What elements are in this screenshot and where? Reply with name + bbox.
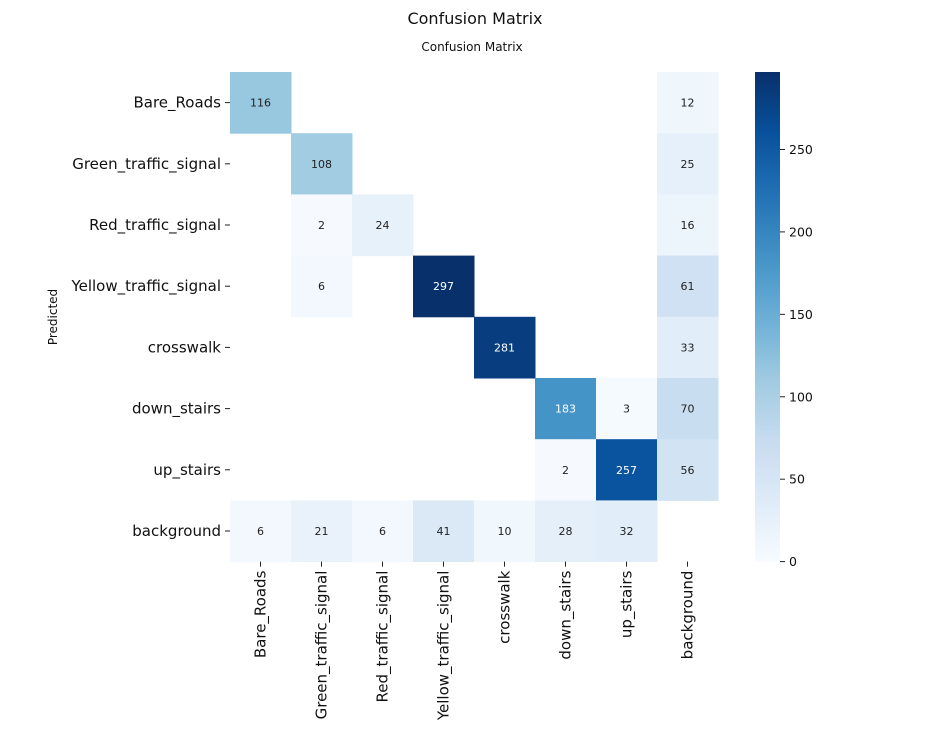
cell-value-label: 70 [681,403,695,416]
cell-value-label: 12 [681,97,695,110]
heatmap-cell-bare-roads-bare-roads [230,72,292,134]
heatmap-cell-yellow-traffic-signal-yellow-traffic-signal [413,255,475,318]
heatmap-cell-background-up-stairs [596,500,658,563]
heatmap-cell-red-traffic-signal-red-traffic-signal [352,194,414,257]
colorbar-tick-label: 0 [789,554,797,569]
heatmap-cell-yellow-traffic-signal-background [657,255,719,318]
x-tick-label-yellow-traffic-signal: Yellow_traffic_signal [435,571,454,722]
heatmap-cell-red-traffic-signal-background [657,194,719,257]
cell-value-label: 32 [620,525,634,538]
heatmap-cells: 116 12 108 25 2 24 16 6 297 61 281 33 183 3 70 2 257 56 6 2… [230,72,719,563]
heatmap-cell-down-stairs-background [657,378,719,440]
cell-value-label: 16 [681,219,695,232]
heatmap-cell-green-traffic-signal-green-traffic-signal [291,133,353,195]
cell-value-label: 24 [376,219,390,232]
cell-value-label: 281 [494,341,515,354]
cell-value-label: 3 [623,403,630,416]
cell-value-label: 6 [379,525,386,538]
heatmap-cell-background-red-traffic-signal [352,500,414,563]
cell-value-label: 61 [681,280,695,293]
heatmap-cell-green-traffic-signal-background [657,133,719,195]
x-tick-label-green-traffic-signal: Green_traffic_signal [313,571,332,720]
cell-value-label: 28 [559,525,573,538]
y-axis-label: Predicted [46,289,60,345]
x-tick-label-bare-roads: Bare_Roads [252,570,271,658]
heatmap-cell-down-stairs-up-stairs [596,378,658,440]
x-tick-label-crosswalk: crosswalk [496,570,514,644]
cell-value-label: 56 [681,464,695,477]
y-tick-label-red-traffic-signal: Red_traffic_signal [89,216,221,235]
heatmap-cell-background-down-stairs [535,500,597,563]
x-tick-label-up-stairs: up_stairs [618,570,637,638]
heatmap-cell-red-traffic-signal-green-traffic-signal [291,194,353,257]
heatmap-cell-crosswalk-crosswalk [474,316,536,379]
heatmap-cell-down-stairs-down-stairs [535,378,597,440]
heatmap-cell-crosswalk-background [657,316,719,379]
y-tick-label-green-traffic-signal: Green_traffic_signal [72,155,221,174]
y-tick-label-yellow-traffic-signal: Yellow_traffic_signal [70,277,221,296]
heatmap-cell-background-crosswalk [474,500,536,563]
cell-value-label: 41 [437,525,451,538]
heatmap-cell-background-bare-roads [230,500,292,563]
colorbar: 0 50 100 150 200 250 [755,72,813,569]
cell-value-label: 297 [433,280,454,293]
heatmap-cell-background-green-traffic-signal [291,500,353,563]
cell-value-label: 21 [315,525,329,538]
colorbar-tick-label: 100 [789,389,813,404]
x-tick-label-down-stairs: down_stairs [557,570,576,659]
cell-value-label: 183 [555,403,576,416]
y-tick-label-background: background [132,522,221,540]
colorbar-tick-label: 50 [789,472,805,487]
y-tick-label-crosswalk: crosswalk [148,338,222,356]
heatmap-cell-bare-roads-background [657,72,719,134]
colorbar-tick-label: 200 [789,224,813,239]
colorbar-tick-label: 250 [789,142,813,157]
heatmap-cell-yellow-traffic-signal-green-traffic-signal [291,255,353,318]
cell-value-label: 33 [681,341,695,354]
cell-value-label: 116 [250,97,271,110]
x-tick-labels: Bare_Roads Green_traffic_signal Red_traffi… [252,561,697,722]
chart-title: Confusion Matrix [421,40,522,54]
x-tick-label-red-traffic-signal: Red_traffic_signal [374,571,393,703]
cell-value-label: 25 [681,158,695,171]
cell-value-label: 257 [616,464,637,477]
cell-value-label: 10 [498,525,512,538]
cell-value-label: 2 [318,219,325,232]
cell-value-label: 2 [562,464,569,477]
figure-title: Confusion Matrix [407,9,542,28]
heatmap-cell-up-stairs-up-stairs [596,439,658,501]
y-tick-labels: Bare_Roads Green_traffic_signal Red_traffi… [70,94,230,540]
heatmap-cell-up-stairs-background [657,439,719,501]
y-tick-label-up-stairs: up_stairs [153,461,221,480]
colorbar-gradient [755,72,780,562]
y-tick-label-down-stairs: down_stairs [132,400,221,419]
colorbar-tick-label: 150 [789,307,813,322]
cell-value-label: 6 [257,525,264,538]
heatmap-cell-up-stairs-down-stairs [535,439,597,501]
cell-value-label: 6 [318,280,325,293]
cell-value-label: 108 [311,158,332,171]
heatmap-cell-background-yellow-traffic-signal [413,500,475,563]
x-tick-label-background: background [679,571,697,660]
y-tick-label-bare-roads: Bare_Roads [133,94,221,113]
